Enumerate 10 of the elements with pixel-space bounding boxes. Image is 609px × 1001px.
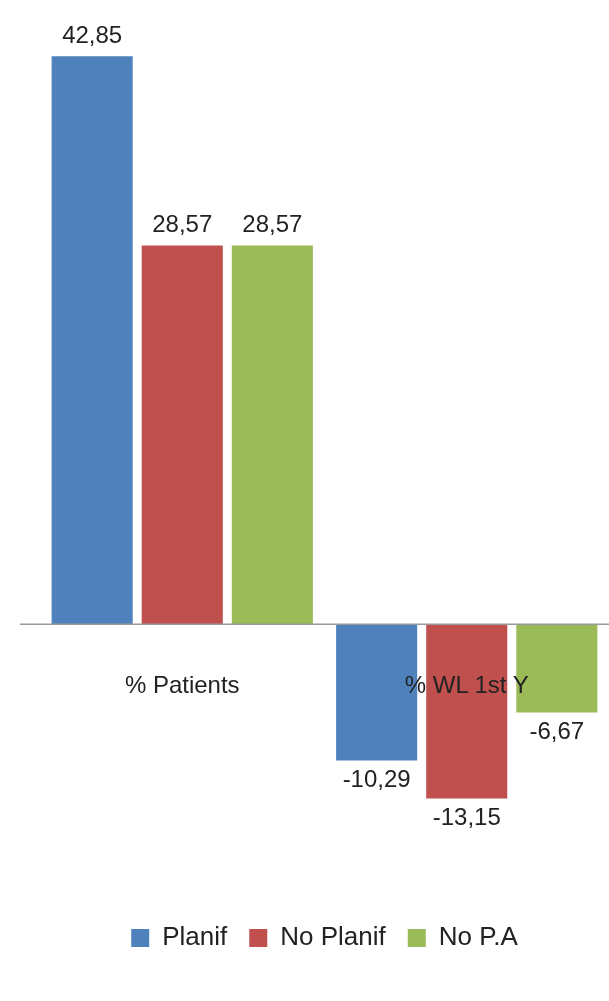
data-label: -10,29 xyxy=(342,765,411,793)
data-label: -13,15 xyxy=(432,803,501,831)
legend-label: Planif xyxy=(162,921,229,952)
data-label: 28,57 xyxy=(242,210,303,238)
legend-label: No P.A xyxy=(438,921,519,952)
data-label: 42,85 xyxy=(62,20,123,48)
x-tick-label: % Patients xyxy=(124,670,240,698)
legend-label: No Planif xyxy=(280,921,387,952)
data-label: -6,67 xyxy=(529,717,585,745)
data-label: 28,57 xyxy=(152,210,213,238)
